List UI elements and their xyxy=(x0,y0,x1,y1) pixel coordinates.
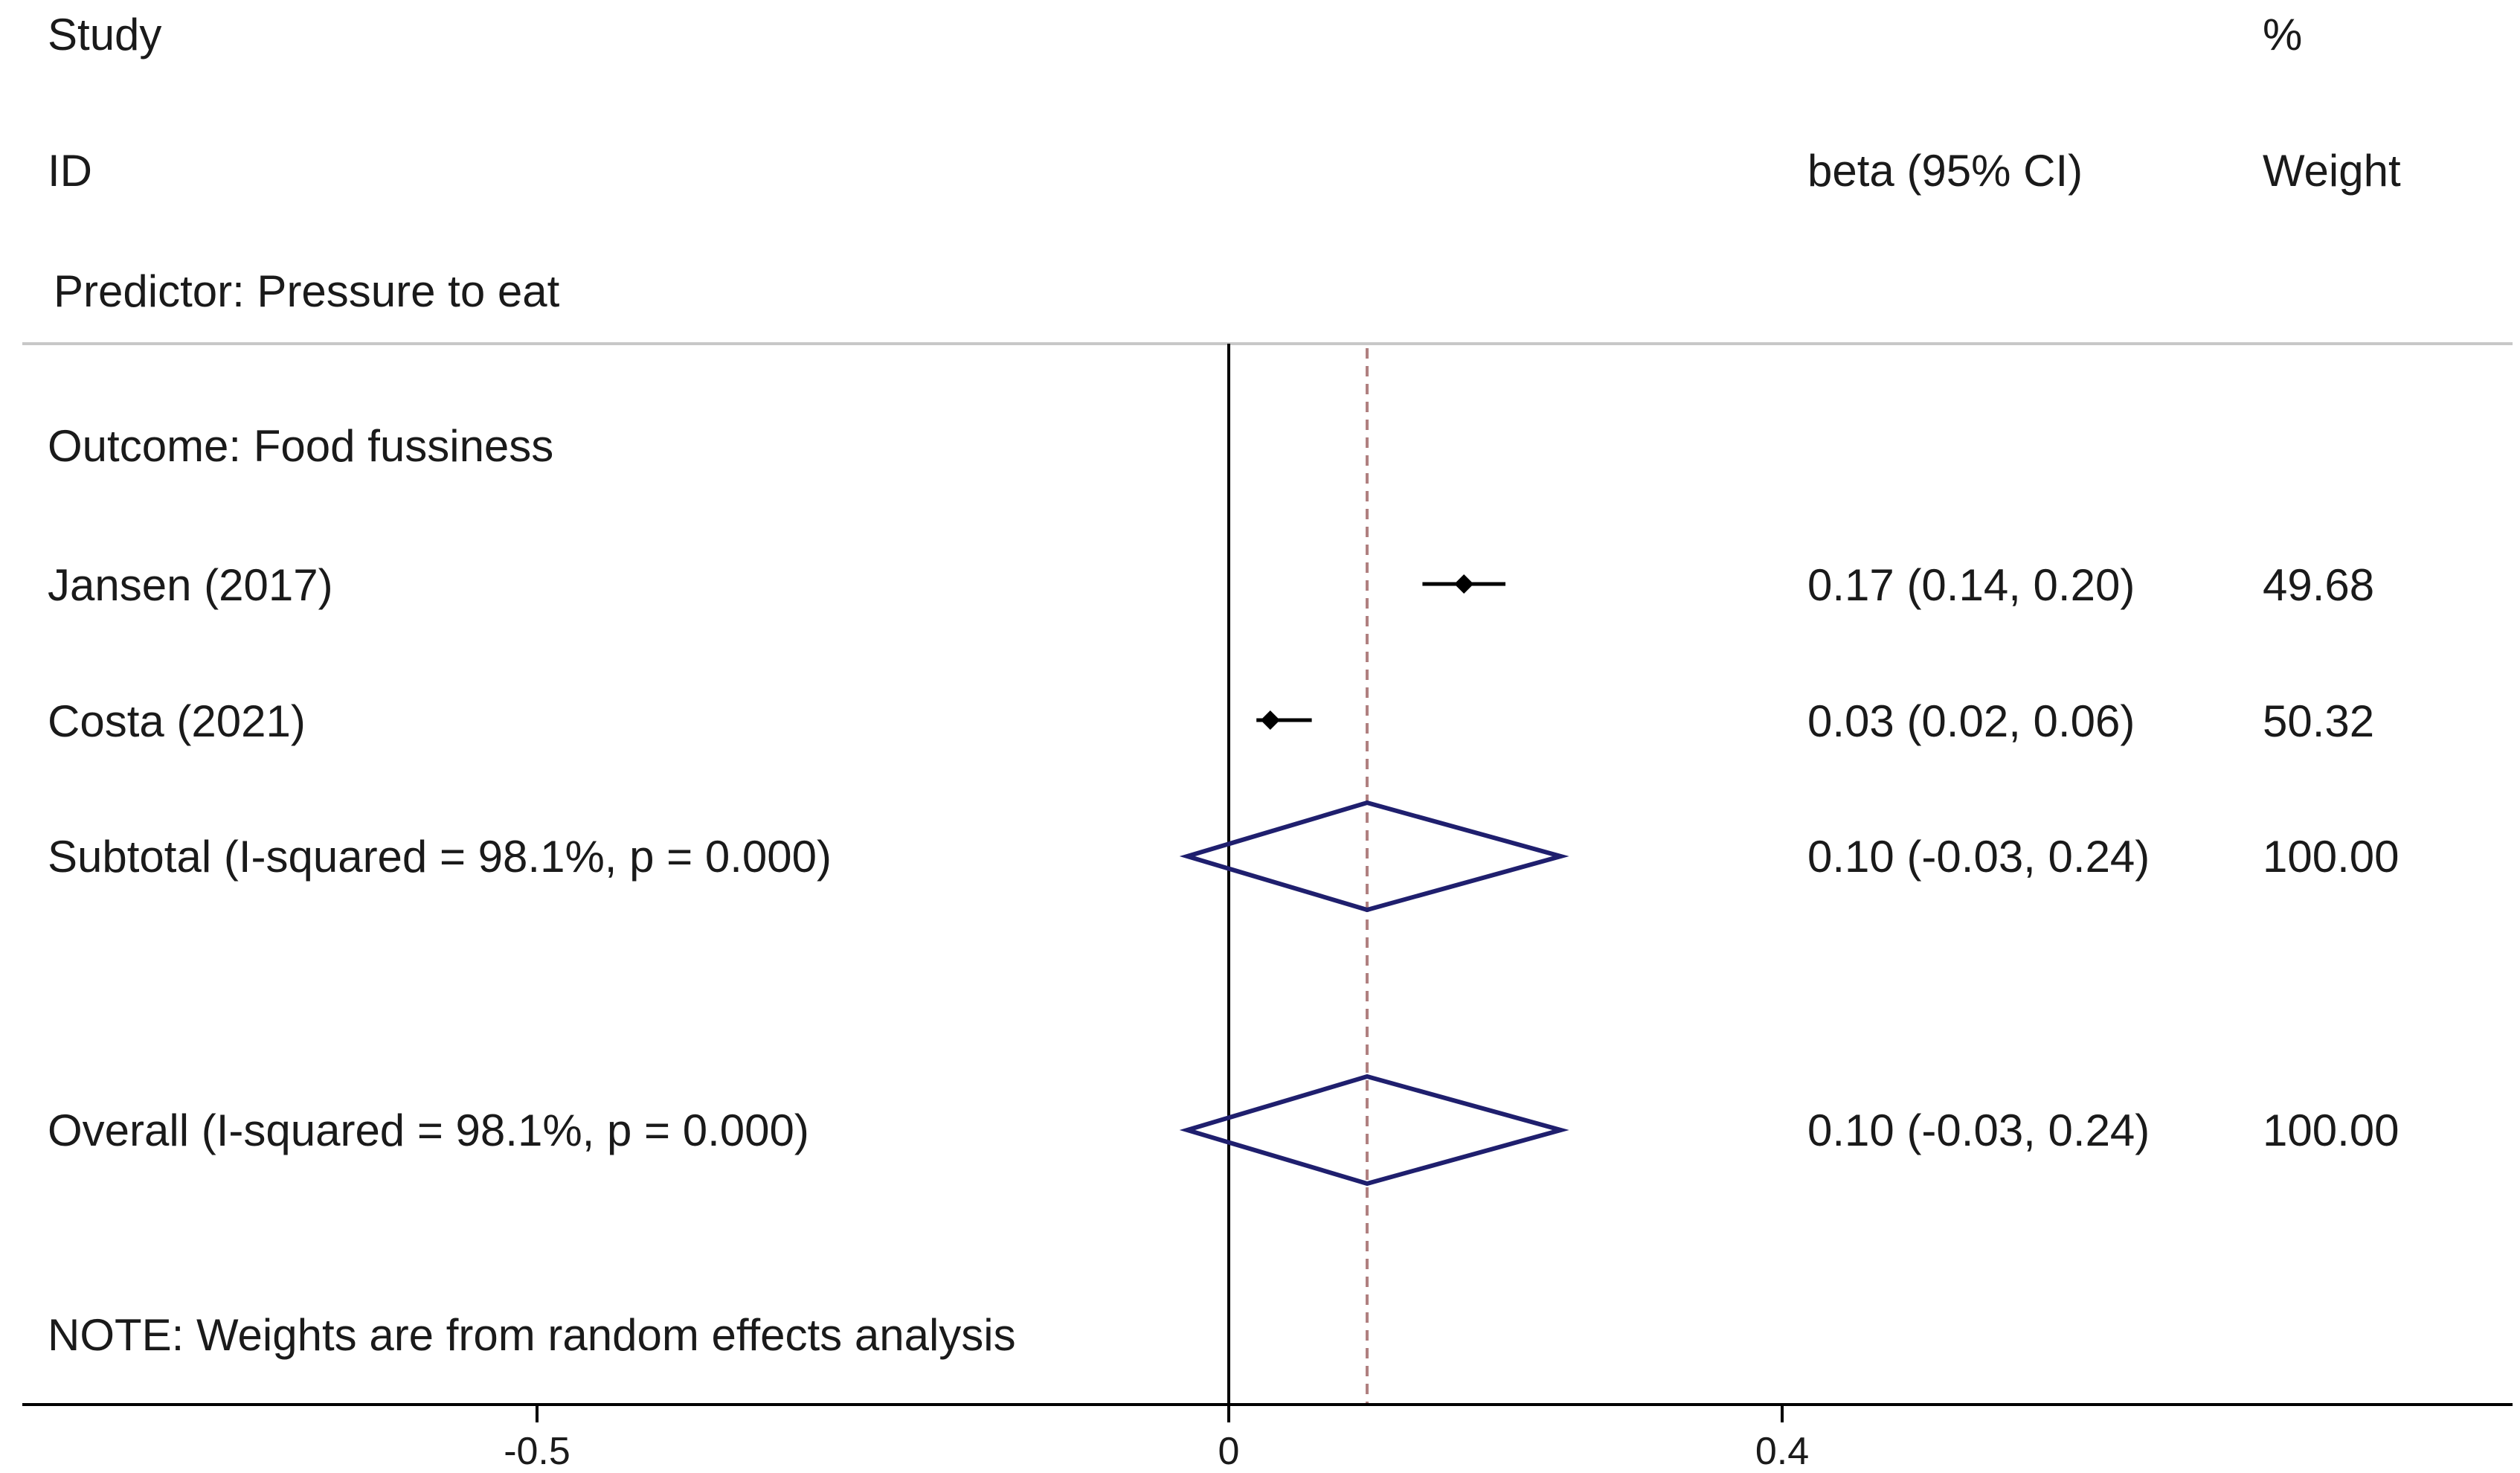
study-weight-text: 49.68 xyxy=(2263,560,2374,610)
group-label: Predictor: Pressure to eat xyxy=(54,266,560,316)
subtotal-effect-text: 0.10 (-0.03, 0.24) xyxy=(1807,832,2150,882)
subtotal-label: Subtotal (I-squared = 98.1%, p = 0.000) xyxy=(48,832,832,882)
study-name: Jansen (2017) xyxy=(48,560,333,610)
study-effect-text: 0.17 (0.14, 0.20) xyxy=(1807,560,2135,610)
point-estimate xyxy=(1260,710,1280,730)
header-weight: Weight xyxy=(2263,146,2401,196)
subgroup-label: Outcome: Food fussiness xyxy=(48,421,553,471)
header-effect: beta (95% CI) xyxy=(1807,146,2083,196)
x-tick-label: 0.4 xyxy=(1755,1430,1809,1473)
overall-effect-text: 0.10 (-0.03, 0.24) xyxy=(1807,1105,2150,1155)
overall-diamond xyxy=(1179,1074,1569,1187)
x-tick-label: -0.5 xyxy=(504,1430,570,1473)
subtotal-row: Subtotal (I-squared = 98.1%, p = 0.000) … xyxy=(48,800,2400,913)
point-estimate xyxy=(1454,574,1474,594)
overall-weight-text: 100.00 xyxy=(2263,1105,2400,1155)
study-weight-text: 50.32 xyxy=(2263,696,2374,746)
subtotal-diamond xyxy=(1179,800,1569,913)
subtotal-weight-text: 100.00 xyxy=(2263,832,2400,882)
study-name: Costa (2021) xyxy=(48,696,306,746)
overall-label: Overall (I-squared = 98.1%, p = 0.000) xyxy=(48,1105,809,1155)
x-axis-ticks: -0.5 0 0.4 xyxy=(504,1405,1809,1473)
x-tick-label: 0 xyxy=(1218,1430,1240,1473)
weights-note: NOTE: Weights are from random effects an… xyxy=(48,1310,1016,1360)
header-percent: % xyxy=(2263,10,2302,60)
study-effect-text: 0.03 (0.02, 0.06) xyxy=(1807,696,2135,746)
header-study: Study xyxy=(48,10,161,60)
overall-row: Overall (I-squared = 98.1%, p = 0.000) 0… xyxy=(48,1074,2400,1187)
study-row: Costa (2021) 0.03 (0.02, 0.06) 50.32 xyxy=(48,696,2374,746)
study-row: Jansen (2017) 0.17 (0.14, 0.20) 49.68 xyxy=(48,560,2374,610)
header-id: ID xyxy=(48,146,92,196)
